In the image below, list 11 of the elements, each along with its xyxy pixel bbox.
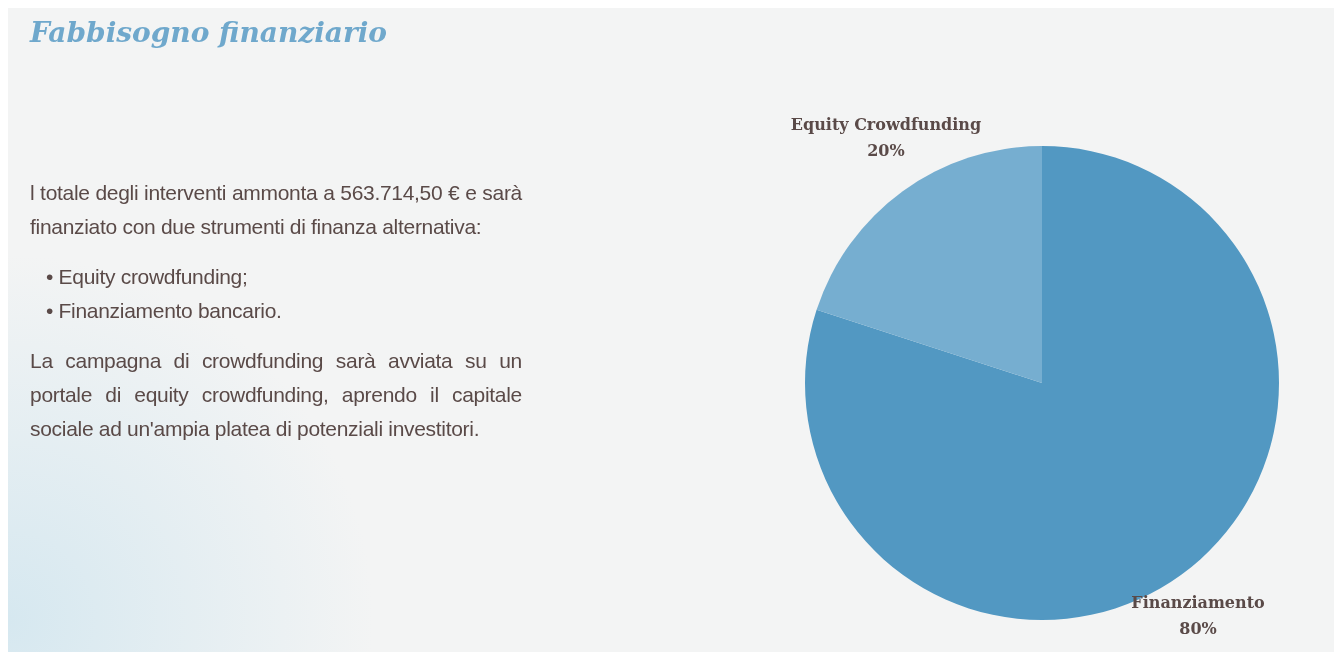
pie-slice — [816, 146, 1042, 383]
pie-slice — [805, 146, 1279, 620]
slice-label: Equity Crowdfunding — [790, 115, 982, 135]
text: l totale degli interventi ammonta a 563.714,50 € e sarà finanziato con due strumenti di finanza alternativa: — [30, 180, 522, 240]
text: • Finanziamento bancario. — [46, 298, 283, 324]
slice-label: Finanziamento — [1131, 592, 1266, 612]
text: • Equity crowdfunding; — [46, 264, 249, 290]
text: Fabbisogno finanziario — [29, 16, 388, 49]
data-label: 20% — [867, 141, 905, 161]
data-label: 80% — [1179, 618, 1217, 638]
text: La campagna di crowdfunding sarà avviata su un portale di equity crowdfunding, aprendo il capitale sociale ad un'ampia platea di potenziali investitori. — [30, 348, 522, 442]
